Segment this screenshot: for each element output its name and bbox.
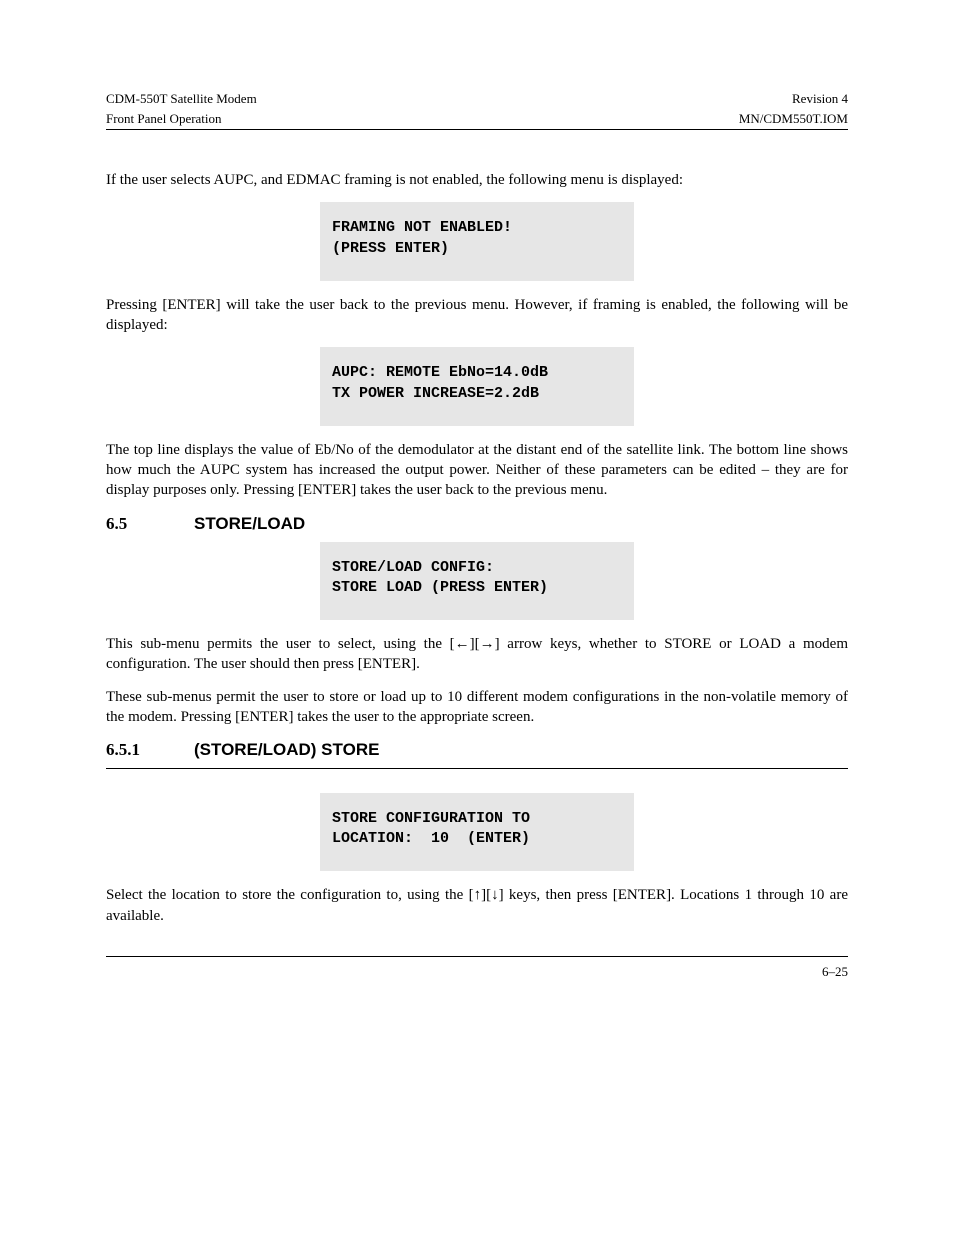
lcd-display-2: AUPC: REMOTE EbNo=14.0dB TX POWER INCREA…: [320, 347, 634, 426]
header-rule: [106, 129, 848, 130]
p2-a: Pressing: [106, 297, 162, 313]
body-paragraph-3: The top line displays the value of Eb/No…: [106, 440, 848, 501]
section-number-1: 6.5: [106, 513, 194, 536]
lcd1-line2: (PRESS ENTER): [332, 240, 449, 257]
lcd2-line2: TX POWER INCREASE=2.2dB: [332, 385, 539, 402]
body-paragraph-4: This sub-menu permits the user to select…: [106, 634, 848, 675]
p2-enter: [ENTER]: [162, 297, 220, 313]
section-title-2: (STORE/LOAD) STORE: [194, 739, 379, 762]
arrow-down-icon: ↓: [491, 886, 499, 903]
lcd1-line1: FRAMING NOT ENABLED!: [332, 219, 512, 236]
arrow-sep: ][: [481, 887, 491, 903]
p6-a: Select the location to store the configu…: [106, 887, 474, 903]
footer-page-number: 6–25: [822, 963, 848, 981]
section-title-1: STORE/LOAD: [194, 513, 305, 536]
body-paragraph-6: Select the location to store the configu…: [106, 885, 848, 926]
lcd3-line1: STORE/LOAD CONFIG:: [332, 559, 494, 576]
header-right-line1: Revision 4: [792, 90, 848, 108]
lcd4-line1: STORE CONFIGURATION TO: [332, 810, 530, 827]
footer-rule: [106, 956, 848, 957]
lcd4-line2: LOCATION: 10 (ENTER): [332, 830, 530, 847]
lcd3-line2: STORE LOAD (PRESS ENTER): [332, 579, 548, 596]
header-row: CDM-550T Satellite Modem Revision 4: [106, 90, 848, 108]
footer-row: 6–25: [106, 963, 848, 981]
body-paragraph-5: These sub-menus permit the user to store…: [106, 687, 848, 728]
section-heading-1: 6.5 STORE/LOAD: [106, 513, 848, 536]
section-heading-2: 6.5.1 (STORE/LOAD) STORE: [106, 739, 848, 762]
section-number-2: 6.5.1: [106, 739, 194, 762]
lcd-display-1: FRAMING NOT ENABLED! (PRESS ENTER): [320, 202, 634, 281]
lcd-display-3: STORE/LOAD CONFIG: STORE LOAD (PRESS ENT…: [320, 542, 634, 621]
section-rule: [106, 768, 848, 769]
header-left-line1: CDM-550T Satellite Modem: [106, 90, 257, 108]
header-row-2: Front Panel Operation MN/CDM550T.IOM: [106, 110, 848, 128]
header-right-line2: MN/CDM550T.IOM: [739, 110, 848, 128]
arrow-up-icon: ↑: [474, 886, 482, 903]
body-paragraph-2: Pressing [ENTER] will take the user back…: [106, 295, 848, 336]
header-left-line2: Front Panel Operation: [106, 110, 222, 128]
body-paragraph-1: If the user selects AUPC, and EDMAC fram…: [106, 170, 848, 190]
page-container: CDM-550T Satellite Modem Revision 4 Fron…: [0, 0, 954, 1021]
lcd2-line1: AUPC: REMOTE EbNo=14.0dB: [332, 364, 548, 381]
lcd-display-4: STORE CONFIGURATION TO LOCATION: 10 (ENT…: [320, 793, 634, 872]
